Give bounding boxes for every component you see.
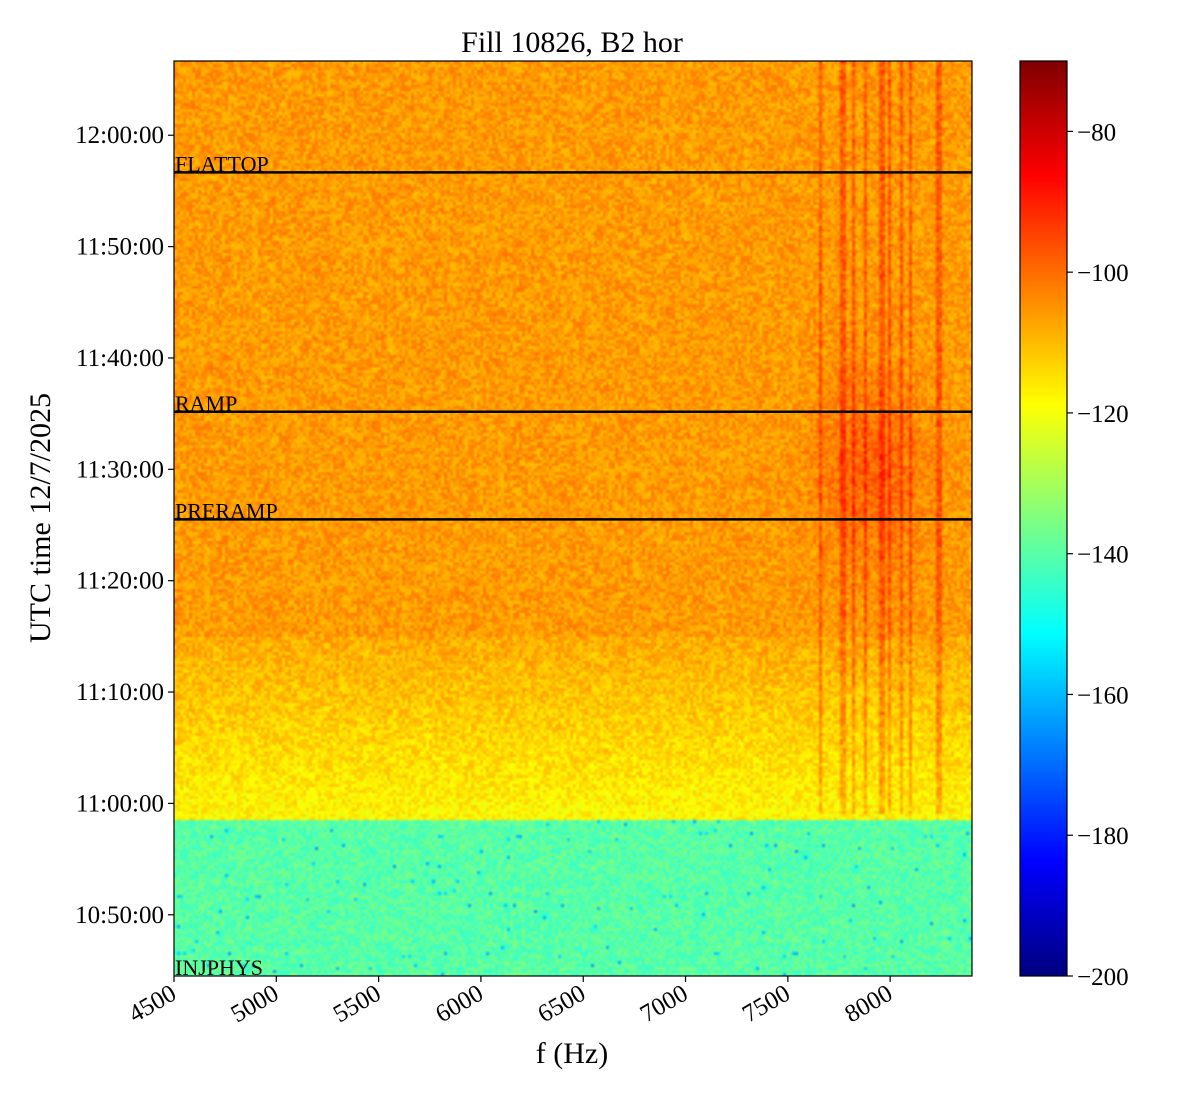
colorbar-tick-label: −200 [1077,964,1129,991]
x-tick-label: 4500 [124,980,181,1028]
phase-label: FLATTOP [175,151,269,176]
colorbar: −80 −100 −120 −140 −160 −180 −200 [1019,60,1129,991]
colorbar-gradient [1019,60,1068,977]
colorbar-tick-label: −140 [1077,542,1129,569]
colorbar-tick-label: −80 [1077,119,1116,146]
x-axis: 4500 5000 5500 6000 6500 7000 7500 8000 [124,976,897,1028]
y-tick-label: 11:40:00 [76,345,164,372]
y-tick-label: 11:30:00 [76,456,164,483]
x-tick-label: 7500 [738,980,795,1028]
x-tick-label: 8000 [840,980,897,1028]
x-tick-label: 6500 [533,980,590,1028]
y-axis-label: UTC time 12/7/2025 [24,393,57,643]
y-axis: 12:00:00 11:50:00 11:40:00 11:30:00 11:20:00… [75,122,174,929]
x-tick-label: 5000 [227,980,284,1028]
chart-title: Fill 10826, B2 hor [461,26,683,59]
y-tick-label: 10:50:00 [75,902,164,929]
y-tick-label: 12:00:00 [75,122,164,149]
y-tick-label: 11:20:00 [76,568,164,595]
colorbar-ticks: −80 −100 −120 −140 −160 −180 −200 [1067,119,1129,991]
colorbar-tick-label: −160 [1077,682,1129,709]
colorbar-tick-label: −100 [1077,260,1129,287]
phase-label: RAMP [175,391,237,416]
y-tick-label: 11:10:00 [76,679,164,706]
plot-frame [173,60,973,977]
x-tick-label: 6000 [431,980,488,1028]
y-tick-label: 11:00:00 [76,790,164,817]
y-tick-label: 11:50:00 [76,234,164,261]
colorbar-tick-label: −120 [1077,401,1129,428]
x-tick-label: 5500 [329,980,386,1028]
phase-label: PRERAMP [175,498,278,523]
x-axis-label: f (Hz) [536,1037,608,1070]
x-tick-label: 7000 [636,980,693,1028]
colorbar-tick-label: −180 [1077,823,1129,850]
